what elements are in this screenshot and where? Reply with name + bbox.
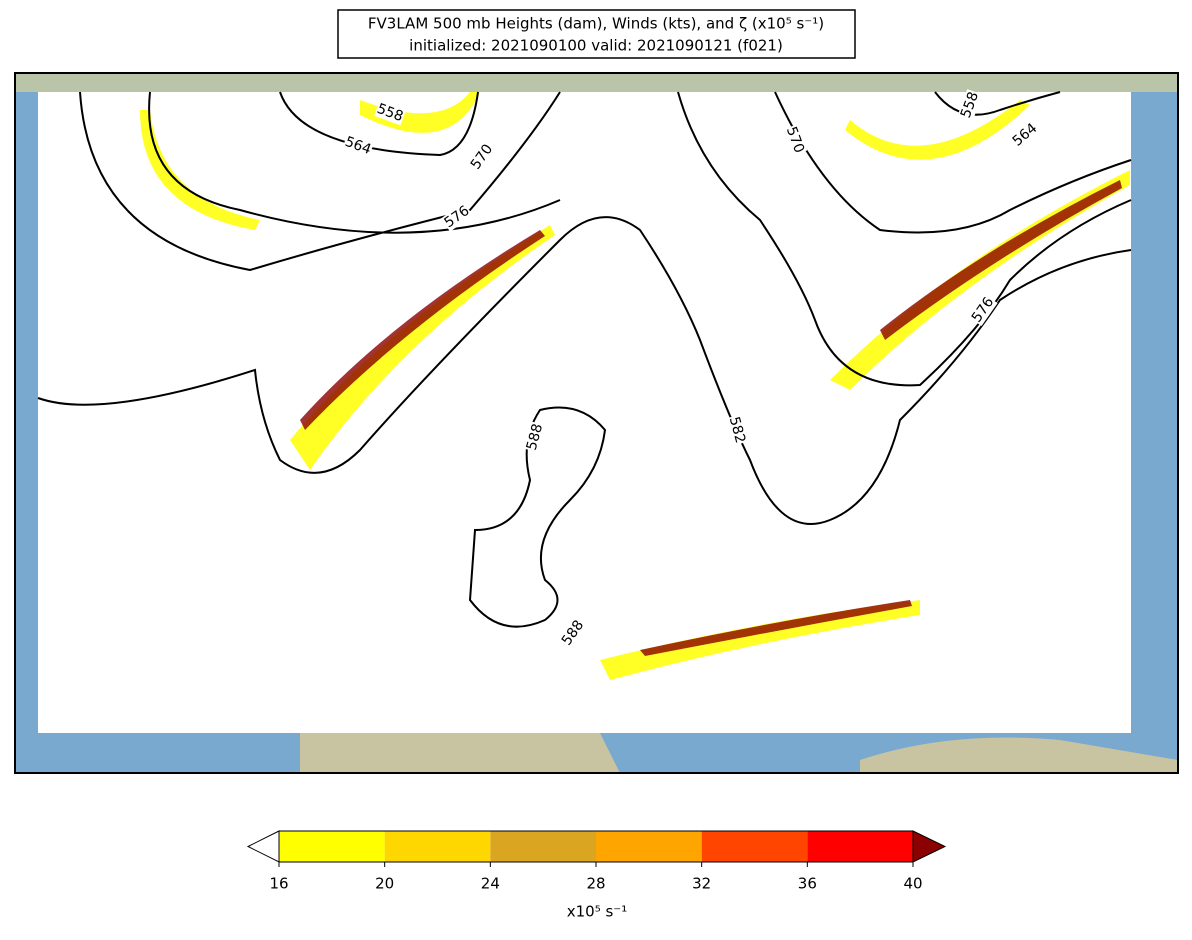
colorbar-tick-label: 40 — [903, 875, 922, 893]
contour-label-bg — [957, 89, 983, 121]
subtitle: initialized: 2021090100 valid: 202109012… — [409, 37, 783, 55]
land — [300, 733, 620, 773]
colorbar: 16 20 24 28 32 36 40 — [246, 830, 947, 893]
height-contours — [37, 91, 1132, 628]
contour-label-bg — [440, 202, 474, 232]
contour-label: 588 — [524, 422, 546, 452]
colorbar-extend-over — [912, 830, 947, 863]
colorbar-segment — [807, 831, 913, 862]
vorticity-max — [300, 180, 1122, 656]
colorbar-segment — [490, 831, 596, 862]
colorbar-tick-label: 28 — [586, 875, 605, 893]
colorbar-extend-under — [246, 830, 280, 863]
contour-label-bg — [523, 421, 547, 453]
colorbar-segment — [701, 831, 808, 862]
colorbar-tick-label: 16 — [269, 875, 288, 893]
contour-label-bg — [968, 293, 998, 327]
colorbar-segment — [384, 831, 491, 862]
contour-label-bg — [782, 124, 808, 156]
map — [14, 72, 1179, 774]
colorbar-segment — [279, 831, 385, 862]
contour-label-bg — [1009, 119, 1041, 151]
map-frame — [14, 72, 1179, 774]
contour-label-bg — [558, 616, 588, 650]
colorbar-segment — [596, 831, 702, 862]
contour-label-bg — [342, 133, 374, 159]
colorbar-tick-label: 24 — [481, 875, 500, 893]
title-box — [337, 9, 856, 59]
contour-label: 582 — [726, 415, 748, 445]
contour-label-bg — [725, 414, 749, 446]
colorbar-tick-label: 36 — [798, 875, 817, 893]
title: FV3LAM 500 mb Heights (dam), Winds (kts)… — [368, 15, 824, 33]
colorbar-tick-label: 32 — [692, 875, 711, 893]
colorbar-tick-label: 20 — [375, 875, 394, 893]
contour-label-bg — [467, 140, 497, 174]
colorbar-label: x10⁵ s⁻¹ — [567, 903, 628, 921]
land — [860, 737, 1178, 773]
land — [15, 73, 1178, 92]
contour-label-bg — [374, 100, 406, 126]
